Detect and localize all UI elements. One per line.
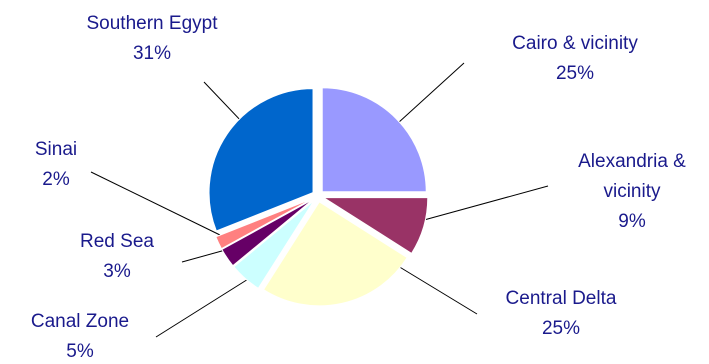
slice-name-label: Alexandria & [578,151,686,172]
slice-name-label: vicinity [603,181,661,202]
leader-line-central-delta [392,262,478,315]
pie-slice-alexandria-and-vicinity [322,197,429,255]
slice-percent-label: 31% [133,43,171,64]
slice-label-southern-egypt: Southern Egypt 31% [87,13,219,64]
slice-percent-label: 3% [103,261,131,282]
pie-slice-red-sea [221,198,314,267]
leader-line-alexandria-and-vicinity [423,185,549,221]
slice-name-label: Southern Egypt [87,13,219,34]
slice-label-sinai: Sinai 2% [35,139,77,190]
slice-name-label: Sinai [35,139,77,160]
slice-labels: Cairo & vicinity 25% Alexandria & vicinity 9… [31,13,686,362]
slice-percent-label: 25% [556,63,594,84]
pie-slice-central-delta [262,201,408,307]
slice-percent-label: 5% [66,341,94,362]
pie-slice-canal-zone [233,200,315,290]
leader-line-red-sea [181,248,230,263]
slice-percent-label: 2% [42,169,70,190]
pie-slices [208,87,429,307]
slice-percent-label: 9% [618,211,646,232]
slice-label-central-delta: Central Delta 25% [506,288,617,339]
pie-slice-southern-egypt [208,88,314,232]
slice-name-label: Cairo & vicinity [512,33,638,54]
slice-name-label: Canal Zone [31,311,129,332]
pie-slice-sinai [215,198,313,250]
leader-line-sinai [90,171,221,236]
slice-percent-label: 25% [542,318,580,339]
slice-label-alexandria-and-vicinity: Alexandria & vicinity 9% [578,151,686,232]
slice-label-cairo-and-vicinity: Cairo & vicinity 25% [512,33,638,84]
leader-line-canal-zone [155,275,254,338]
slice-name-label: Central Delta [506,288,617,309]
pie-slice-cairo-and-vicinity [321,87,427,193]
slice-name-label: Red Sea [80,231,154,252]
slice-label-red-sea: Red Sea 3% [80,231,154,282]
slice-label-canal-zone: Canal Zone 5% [31,311,129,362]
